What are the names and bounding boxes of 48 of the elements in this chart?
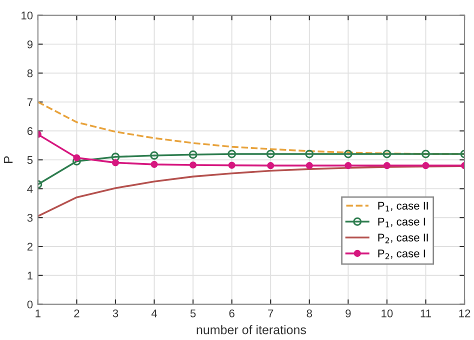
point [73,154,80,162]
x-tick-label: 9 [346,309,351,318]
legend-label: P$_{1}$, case II [378,202,428,212]
y-tick-label: 0 [27,300,33,308]
point [266,150,275,158]
point [150,151,159,160]
y-axis-title: P [4,156,13,163]
x-tick-label: 11 [420,310,431,318]
y-tick-label: 1 [28,272,33,280]
point [344,162,352,170]
x-tick-label: 1 [36,310,40,318]
y-tick-label: 3 [27,214,33,222]
point [305,150,314,158]
y-tick-label: 10 [22,12,33,20]
y-tick-label: 5 [27,156,33,164]
point [190,161,197,169]
x-tick-label: 6 [229,309,234,318]
legend-label: P$_{1}$, case I [378,218,425,228]
x-tick-label: 10 [382,309,393,318]
point [422,162,430,170]
y-tick-label: 8 [27,69,33,78]
y-tick-label: 7 [27,98,32,106]
x-tick-label: 3 [112,309,118,318]
y-tick-label: 6 [27,127,33,136]
legend-label: P$_{2}$, case I [378,250,425,260]
point [422,150,430,158]
point [306,162,313,170]
x-tick-label: 5 [190,310,196,318]
point [228,150,236,158]
x-tick-label: 7 [268,310,274,318]
legend-label: P$_{2}$, case II [378,234,428,244]
x-axis-title: number of iterations [196,325,306,334]
y-tick-label: 2 [27,242,32,251]
point [150,160,158,168]
x-tick-label: 8 [306,309,312,318]
point [267,162,274,170]
y-tick-label: 4 [27,185,33,193]
y-tick-label: 9 [27,40,33,48]
x-tick-label: 2 [74,309,80,318]
point [188,150,198,159]
x-tick-label: 4 [151,310,158,318]
point [228,162,236,169]
point [111,152,120,162]
point [383,162,390,170]
point [382,150,392,158]
point [344,150,352,158]
point [112,159,120,166]
x-tick-label: 12 [459,309,470,318]
